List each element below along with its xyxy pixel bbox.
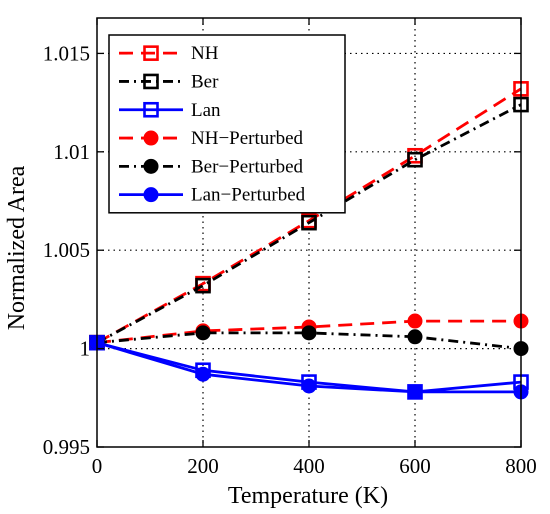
legend-label: Ber — [191, 71, 219, 92]
legend-entry: Ber−Perturbed — [119, 156, 304, 177]
series-ber-perturbed — [89, 325, 529, 357]
plot-axes: 0 200 400 600 800 0.995 1 1.005 1.01 1.015 — [43, 17, 537, 478]
data-point — [407, 329, 423, 345]
x-tick-label: 600 — [399, 454, 431, 478]
x-tick-label: 0 — [92, 454, 103, 478]
x-tick-label: 400 — [293, 454, 325, 478]
data-point — [407, 151, 423, 168]
legend: NH Ber Lan NH−Perturbed Ber−Perturbed Lan−Per… — [108, 34, 346, 214]
x-tick-label: 200 — [187, 454, 219, 478]
x-axis-label: Temperature (K) — [228, 483, 388, 509]
y-tick-label: 1.01 — [53, 140, 90, 164]
data-point — [195, 277, 211, 294]
series-line — [96, 331, 522, 350]
y-tick-label: 0.995 — [43, 435, 90, 459]
legend-label: Lan — [191, 100, 221, 121]
legend-label: Ber−Perturbed — [191, 156, 304, 177]
legend-entry: Ber — [119, 71, 219, 92]
legend-entry: Lan−Perturbed — [119, 185, 306, 206]
legend-label: Lan−Perturbed — [191, 185, 306, 206]
legend-label: NH — [191, 43, 219, 64]
series-line — [96, 87, 522, 344]
data-point — [407, 313, 423, 329]
series-line — [96, 103, 522, 344]
legend-marker — [143, 158, 159, 174]
x-tick-label: 800 — [505, 454, 537, 478]
legend-label: NH−Perturbed — [191, 128, 304, 149]
legend-entry: Lan — [119, 100, 221, 121]
data-point — [301, 214, 317, 231]
series-lan-perturbed — [89, 335, 529, 400]
y-tick-label: 1.005 — [43, 238, 90, 262]
legend-entry: NH−Perturbed — [119, 128, 304, 149]
legend-marker — [143, 130, 159, 146]
data-point — [301, 378, 317, 394]
legend-box — [108, 34, 346, 214]
legend-marker — [143, 73, 159, 90]
legend-marker — [143, 187, 159, 203]
data-point — [195, 325, 211, 341]
y-tick-label: 1 — [80, 337, 91, 361]
data-point — [407, 384, 423, 400]
legend-entry: NH — [119, 43, 219, 64]
legend-marker — [143, 45, 159, 61]
data-point — [195, 366, 211, 382]
legend-marker — [143, 101, 159, 118]
data-point — [301, 325, 317, 341]
y-tick-label: 1.015 — [43, 41, 90, 65]
y-axis-label: Normalized Area — [4, 165, 30, 330]
